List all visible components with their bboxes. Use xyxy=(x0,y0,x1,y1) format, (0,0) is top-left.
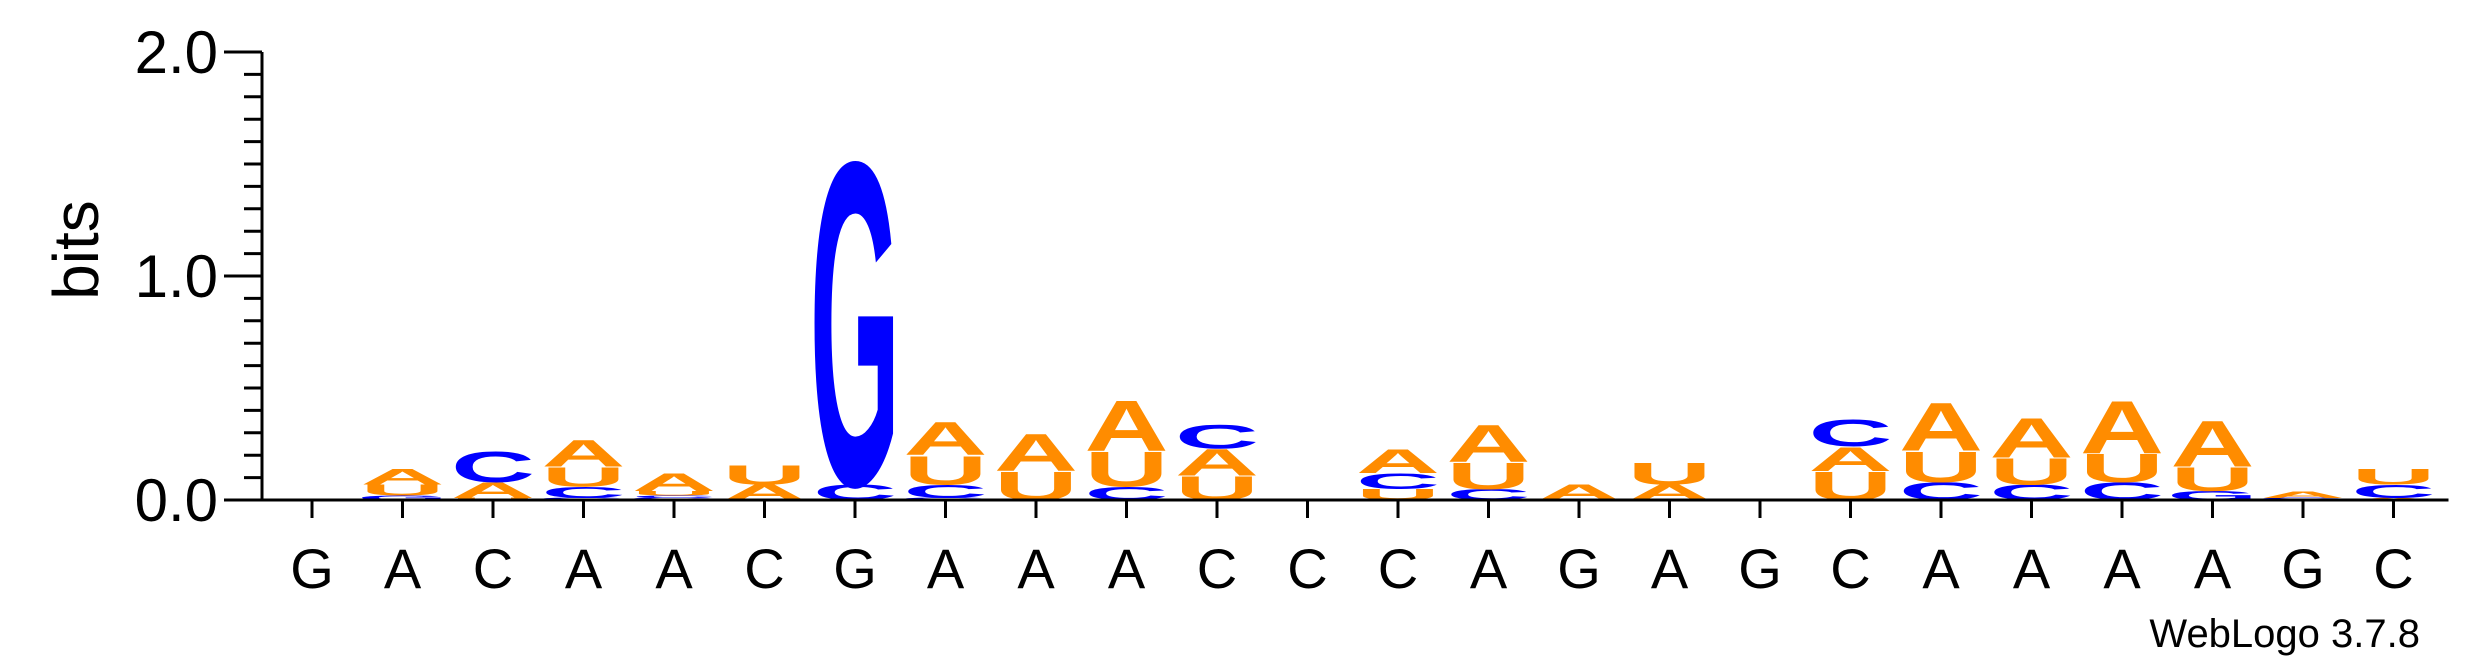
x-tick-label: G xyxy=(290,537,334,600)
x-tick-label: C xyxy=(473,537,513,600)
logo-letter-c: C xyxy=(451,442,535,491)
x-tick-label: A xyxy=(1108,537,1146,600)
logo-letter-u: U xyxy=(2080,446,2164,491)
logo-letter-a: A xyxy=(1446,414,1530,473)
logo-letter-a: A xyxy=(1175,442,1259,484)
logo-letter-u: U xyxy=(2351,464,2435,489)
x-tick-label: G xyxy=(833,537,877,600)
logo-letter-c: C xyxy=(632,495,716,498)
logo-letter-u: U xyxy=(1989,451,2073,493)
logo-letter-g: G xyxy=(357,494,447,501)
x-tick-label: A xyxy=(565,537,603,600)
x-tick-label: C xyxy=(744,537,784,600)
x-tick-label: A xyxy=(927,537,965,600)
x-tick-label: C xyxy=(1830,537,1870,600)
logo-letter-c: C xyxy=(2351,481,2435,502)
logo-letter-u: U xyxy=(632,490,716,497)
x-tick-label: A xyxy=(1922,537,1960,600)
x-tick-label: C xyxy=(2373,537,2413,600)
logo-letter-u: U xyxy=(1899,442,1983,491)
x-tick-label: A xyxy=(1651,537,1689,600)
logo-letter-c: C xyxy=(1808,413,1892,455)
logo-letter-u: U xyxy=(541,461,625,493)
logo-letter-a: A xyxy=(1084,386,1168,466)
logo-letter-u: U xyxy=(2170,460,2254,499)
logo-letter-a: A xyxy=(994,423,1078,482)
logo-letter-a: A xyxy=(632,468,716,496)
logo-letter-u: U xyxy=(1627,456,1711,491)
logo-letter-u: U xyxy=(1084,441,1168,497)
logo-letter-a: A xyxy=(360,464,444,489)
logo-letter-u: U xyxy=(722,459,806,491)
logo-letter-g: G xyxy=(810,65,900,583)
y-tick-label: 1.0 xyxy=(135,243,218,310)
x-tick-label: A xyxy=(2013,537,2051,600)
logo-letter-c: C xyxy=(541,484,625,502)
logo-letter-a: A xyxy=(2170,407,2254,481)
x-tick-label: A xyxy=(384,537,422,600)
x-tick-label: G xyxy=(1557,537,1601,600)
y-tick-label: 2.0 xyxy=(135,19,218,86)
x-tick-label: C xyxy=(1197,537,1237,600)
y-axis-label: bits xyxy=(40,200,112,300)
logo-letter-u: U xyxy=(1446,455,1530,497)
logo-letter-a: A xyxy=(2080,385,2164,469)
logo-letter-a: A xyxy=(2261,489,2345,499)
x-tick-label: A xyxy=(1470,537,1508,600)
x-tick-label: A xyxy=(2194,537,2232,600)
weblogo-credit: WebLogo 3.7.8 xyxy=(2149,612,2420,656)
y-axis: 0.0 1.0 2.0 xyxy=(135,19,264,534)
x-tick-label: G xyxy=(1738,537,1782,600)
x-tick-label: C xyxy=(1378,537,1418,600)
x-tick-label: A xyxy=(655,537,693,600)
logo-letter-a: A xyxy=(1899,389,1983,466)
logo-letter-u: U xyxy=(903,448,987,493)
logo-stacks: GUAUACGCUAGCUAAUCGGCUAUACUAUACUCACUAAAUU… xyxy=(357,65,2435,583)
logo-letter-a: A xyxy=(903,413,987,465)
logo-letter-c: C xyxy=(903,481,987,502)
logo-letter-c: C xyxy=(1175,418,1259,457)
logo-letter-c: C xyxy=(1356,469,1440,494)
logo-letter-u: U xyxy=(360,481,444,499)
logo-letter-a: A xyxy=(451,478,535,503)
x-tick-label: C xyxy=(1287,537,1327,600)
logo-letter-a: A xyxy=(541,433,625,475)
logo-letter-a: A xyxy=(1356,442,1440,481)
x-tick-label: A xyxy=(1017,537,1055,600)
logo-letter-a: A xyxy=(1808,440,1892,479)
x-tick-label: G xyxy=(2281,537,2325,600)
y-tick-label: 0.0 xyxy=(135,467,218,534)
x-tick-label: A xyxy=(2103,537,2141,600)
logo-letter-a: A xyxy=(1989,407,2073,470)
